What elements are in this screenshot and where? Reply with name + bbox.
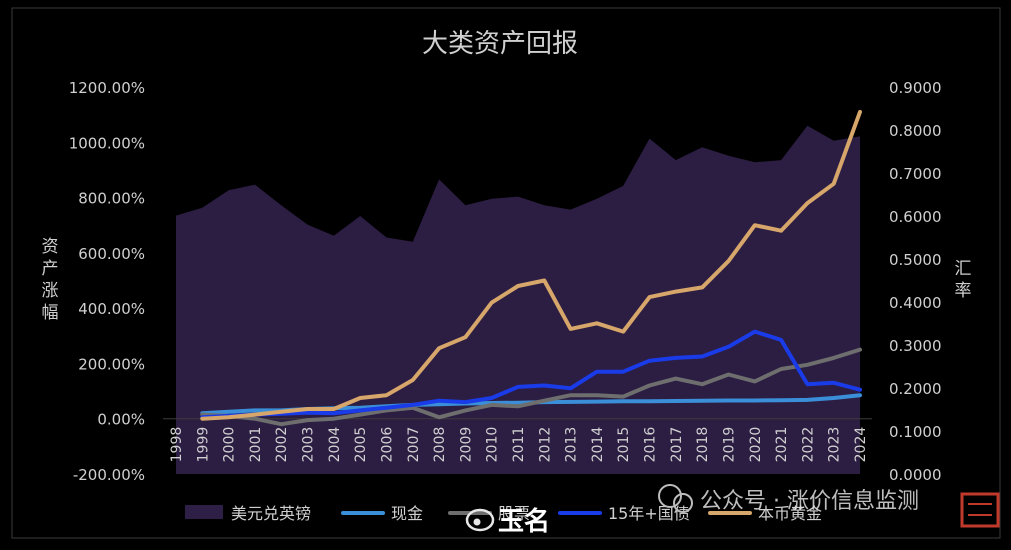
y-axis-left-label: 资产涨幅 [42,237,59,323]
legend-label: 美元兑英镑 [231,504,311,523]
x-tick-label: 2005 [353,427,369,463]
y-right-tick-label: 0.9000 [889,79,942,97]
line-series-1 [200,347,862,427]
axis-ticks-layer: -200.00% 0.00% 200.00% 400.00% 600.00% 800.00… [69,79,942,484]
legend-label: 股票 [498,504,530,523]
chart-frame [11,7,1001,539]
area-series-layer [176,125,860,474]
line-series-2 [200,329,862,420]
y-right-tick-label: 0.5000 [889,251,942,269]
x-tick-label: 2013 [564,427,580,463]
stamp-icon [960,492,1000,528]
wechat-icon [658,484,693,513]
y-left-tick-label: 1200.00% [69,79,145,97]
legend-item-0: 美元兑英镑 [185,504,311,523]
line-series-layer [200,109,862,427]
legend-label: 15年+国债 [608,504,690,523]
x-tick-label: 2018 [695,427,711,463]
x-tick-label: 2023 [827,427,843,463]
x-tick-label: 2006 [379,427,395,463]
y-right-tick-label: 0.4000 [889,294,942,312]
watermark: 玉名 公众号 · 涨价信息监测 [465,484,1000,537]
x-tick-label: 2019 [721,427,737,463]
x-tick-label: 1998 [169,427,185,463]
y-right-tick-label: 0.3000 [889,337,942,355]
x-tick-label: 1999 [195,427,211,463]
x-tick-label: 2007 [406,427,422,463]
watermark-account: 玉名 [498,506,550,537]
x-tick-label: 2004 [327,427,343,463]
x-tick-label: 2015 [616,427,632,463]
weibo-icon [465,508,495,532]
x-tick-label: 2022 [800,427,816,463]
y-left-tick-label: 400.00% [78,300,145,318]
y-right-tick-label: 0.7000 [889,165,942,183]
x-tick-label: 2000 [222,427,238,463]
y-left-tick-label: 0.00% [97,411,145,429]
x-tick-label: 2024 [853,427,869,463]
x-tick-label: 2003 [301,427,317,463]
x-tick-label: 2021 [774,427,790,463]
area-usd-gbp [176,125,860,474]
x-tick-label: 2010 [485,427,501,463]
x-tick-label: 2012 [537,427,553,463]
legend: 美元兑英镑 现金 股票 15年+国债 本币黄金 [185,504,822,523]
x-tick-label: 2002 [274,427,290,463]
watermark-source: 公众号 · 涨价信息监测 [700,489,919,514]
y-left-tick-label: 800.00% [78,190,145,208]
y-left-tick-label: -200.00% [73,466,145,484]
y-left-tick-label: 200.00% [78,355,145,373]
x-tick-label: 2008 [432,427,448,463]
legend-item-3: 15年+国债 [558,504,690,523]
x-tick-label: 2009 [458,427,474,463]
x-tick-label: 2017 [669,427,685,463]
legend-swatch [185,505,223,519]
legend-label: 本币黄金 [758,504,822,523]
line-series-3 [200,109,862,421]
y-right-tick-label: 0.0000 [889,466,942,484]
legend-item-4: 本币黄金 [708,504,822,523]
y-right-tick-label: 0.8000 [889,122,942,140]
y-left-tick-label: 600.00% [78,245,145,263]
x-tick-label: 2014 [590,427,606,463]
y-left-tick-label: 1000.00% [69,134,145,152]
y-axis-right-label: 汇率 [955,259,972,301]
x-tick-label: 2016 [643,427,659,463]
y-right-tick-label: 0.2000 [889,380,942,398]
chart-title: 大类资产回报 [422,29,578,59]
legend-item-1: 现金 [341,504,423,523]
y-right-tick-label: 0.1000 [889,423,942,441]
x-tick-label: 2001 [248,427,264,463]
legend-label: 现金 [391,504,423,523]
x-tick-label: 2020 [748,427,764,463]
y-right-tick-label: 0.6000 [889,208,942,226]
x-tick-label: 2011 [511,427,527,463]
